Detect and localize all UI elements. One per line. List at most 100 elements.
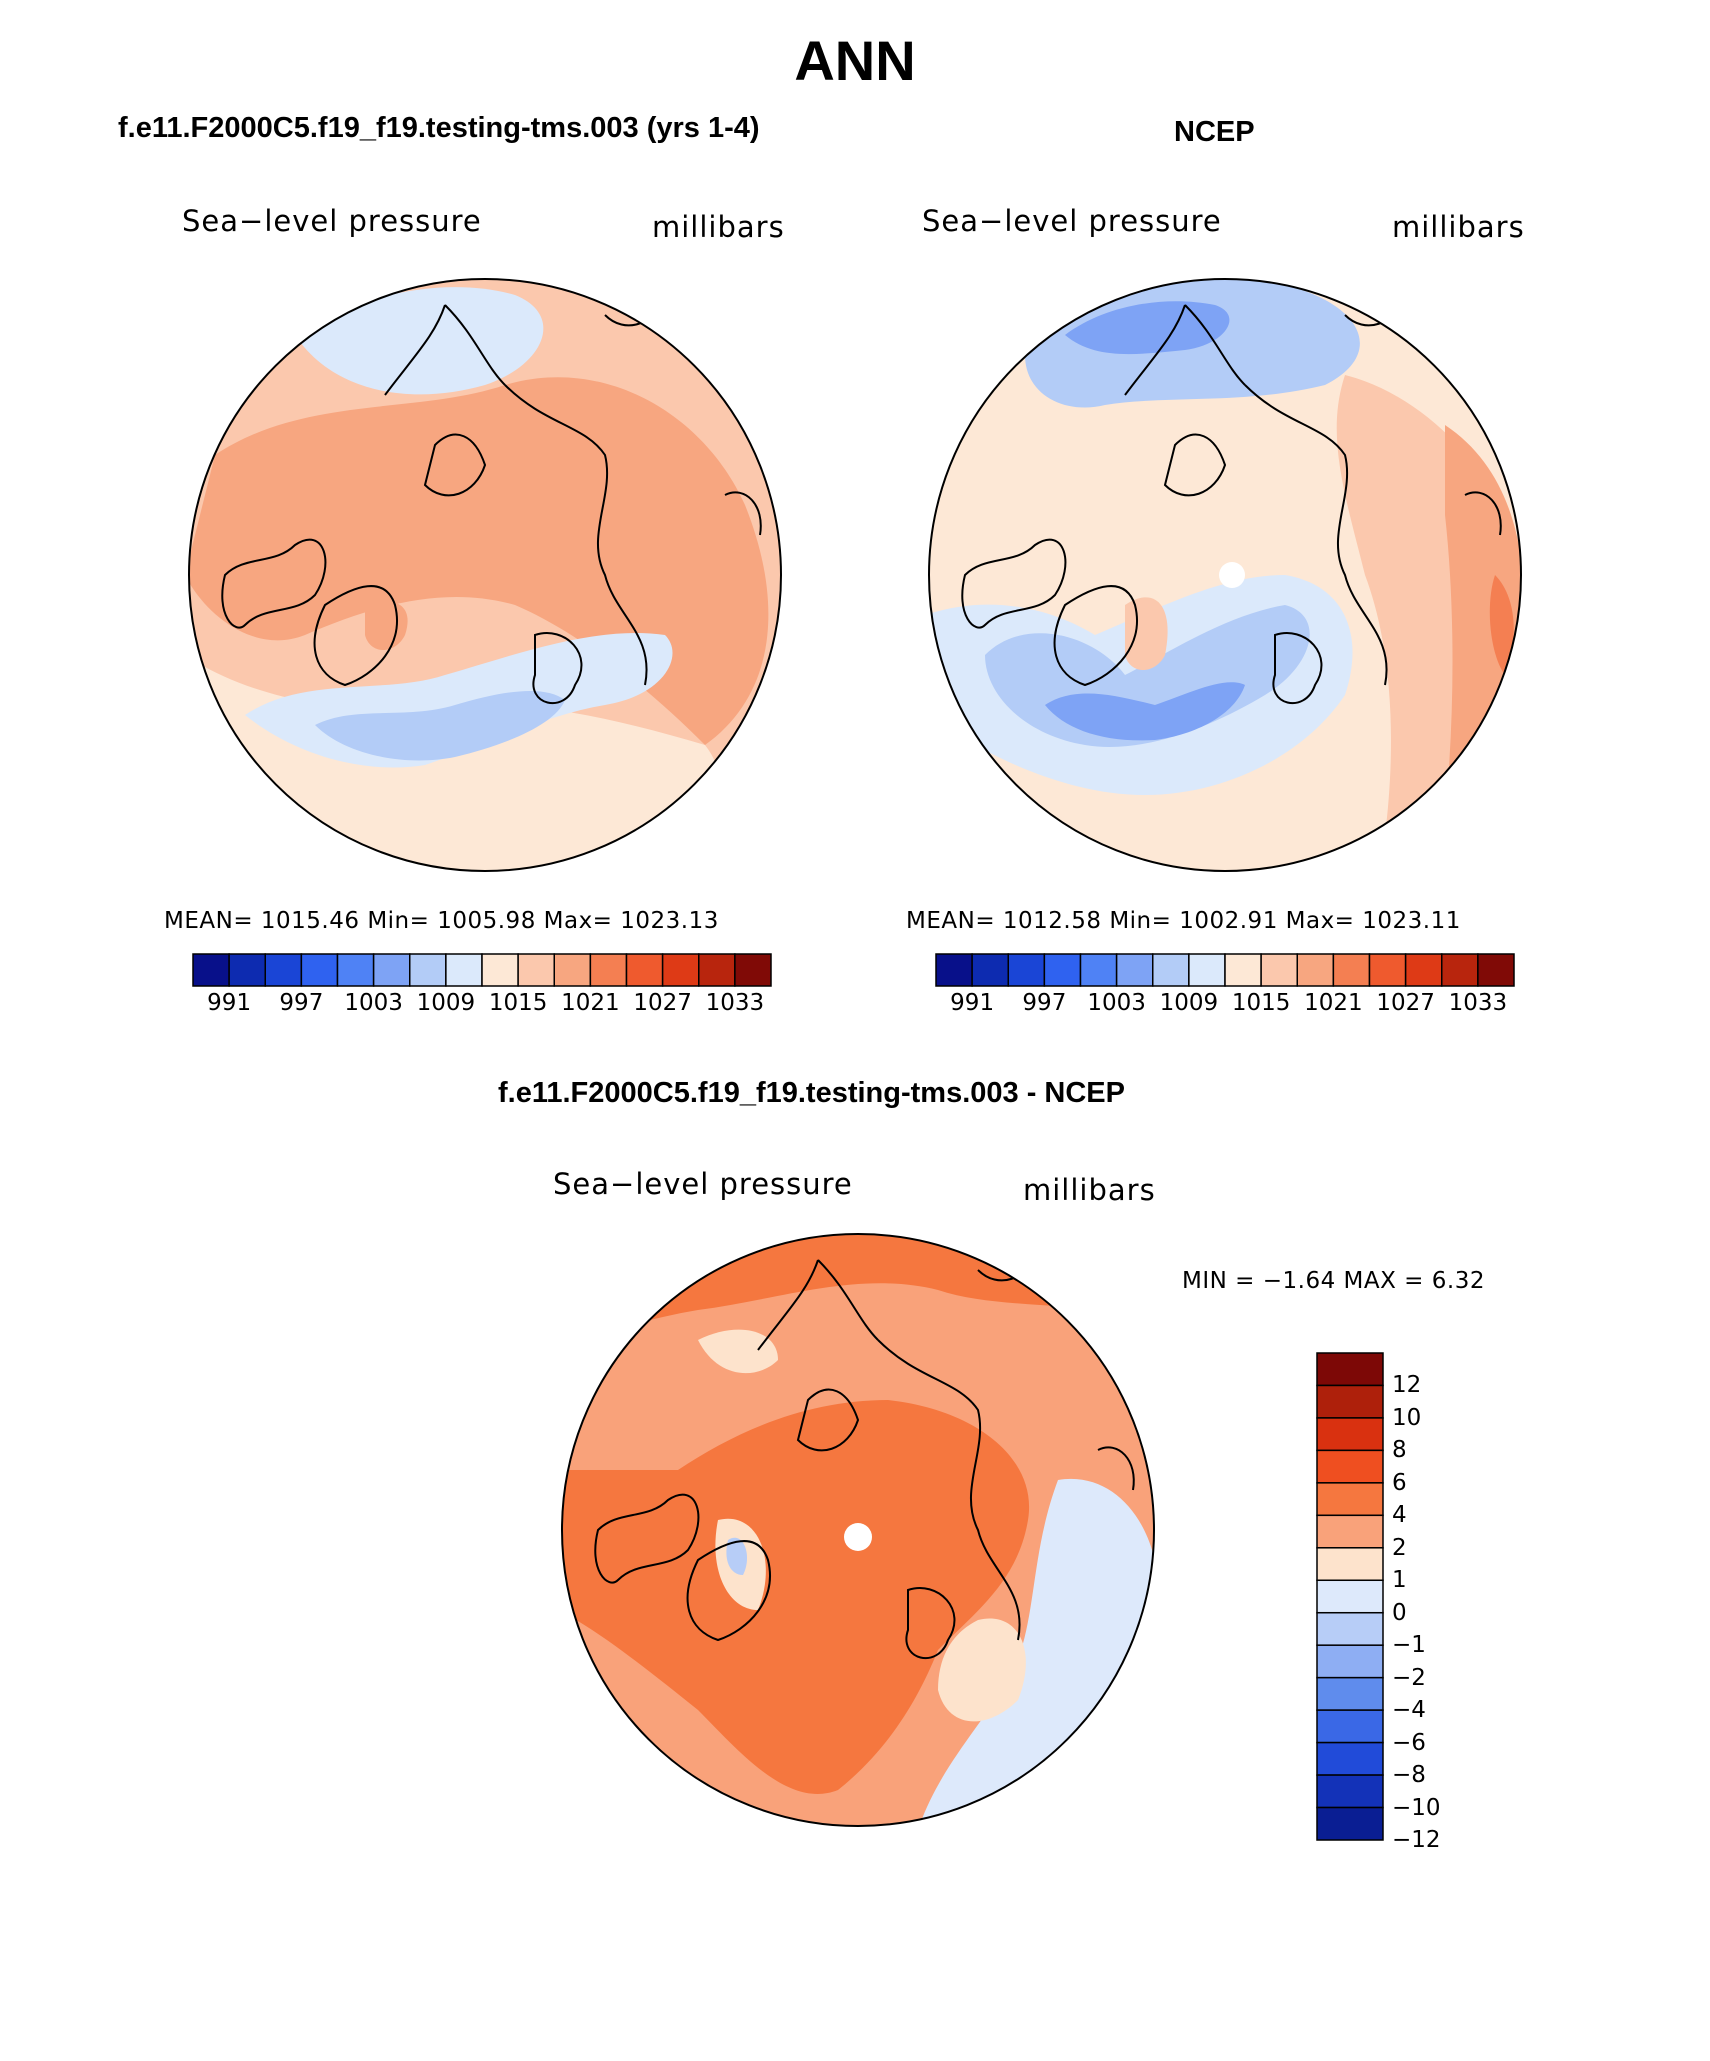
colorbar-tick-label: 12 bbox=[1392, 1372, 1422, 1399]
obs-east-high bbox=[1445, 425, 1521, 815]
colorbar-swatch bbox=[264, 953, 303, 987]
diff-north-moderate bbox=[698, 1329, 778, 1374]
colorbar-swatch bbox=[1043, 953, 1082, 987]
colorbar-tick-label: 10 bbox=[1392, 1404, 1422, 1431]
colorbar-swatch bbox=[1316, 1384, 1384, 1419]
diff-center-high bbox=[562, 1400, 1030, 1794]
obs-south-lowest bbox=[1045, 682, 1245, 741]
colorbar-swatch bbox=[1115, 953, 1154, 987]
obs-polar-map bbox=[928, 278, 1522, 872]
colorbar-swatch bbox=[553, 953, 592, 987]
colorbar-tick-label: −8 bbox=[1392, 1762, 1426, 1789]
colorbar-swatch bbox=[1316, 1741, 1384, 1776]
obs-coastlines bbox=[961, 279, 1502, 704]
colorbar-swatch bbox=[1224, 953, 1262, 987]
diff-east-small bbox=[938, 1618, 1026, 1722]
colorbar-swatch bbox=[698, 953, 736, 987]
obs-peak-high bbox=[1489, 575, 1514, 675]
colorbar-tick-label: 1003 bbox=[1087, 990, 1146, 1016]
model-colorbar bbox=[192, 953, 772, 987]
colorbar-swatch bbox=[517, 953, 555, 987]
model-lowest-region bbox=[315, 690, 565, 761]
diff-polar-map bbox=[561, 1233, 1155, 1827]
obs-variable-label: Sea−level pressure bbox=[922, 204, 1222, 238]
colorbar-tick-label: 991 bbox=[207, 990, 252, 1016]
obs-stats: MEAN= 1012.58 Min= 1002.91 Max= 1023.11 bbox=[906, 908, 1461, 934]
colorbar-tick-label: 991 bbox=[950, 990, 995, 1016]
colorbar-swatch bbox=[1316, 1676, 1384, 1711]
colorbar-tick-label: 1 bbox=[1392, 1567, 1407, 1594]
diff-greenland-low bbox=[726, 1537, 748, 1575]
colorbar-swatch bbox=[1079, 953, 1118, 987]
colorbar-swatch bbox=[1316, 1579, 1384, 1614]
obs-units-label: millibars bbox=[1392, 210, 1525, 244]
colorbar-swatch bbox=[1316, 1417, 1384, 1452]
colorbar-swatch bbox=[1316, 1644, 1384, 1679]
colorbar-swatch bbox=[1316, 1449, 1384, 1484]
colorbar-swatch bbox=[409, 953, 447, 987]
colorbar-swatch bbox=[1316, 1482, 1384, 1517]
colorbar-tick-label: 6 bbox=[1392, 1469, 1407, 1496]
colorbar-tick-label: 1033 bbox=[705, 990, 765, 1016]
obs-pole-marker bbox=[1219, 562, 1245, 588]
colorbar-swatch bbox=[1296, 953, 1335, 987]
colorbar-tick-label: 1003 bbox=[344, 990, 403, 1016]
colorbar-swatch bbox=[445, 953, 483, 987]
colorbar-swatch bbox=[1477, 953, 1515, 987]
obs-greenland-high bbox=[1125, 597, 1168, 670]
colorbar-swatch bbox=[1368, 953, 1407, 987]
colorbar-tick-label: −1 bbox=[1392, 1632, 1426, 1659]
colorbar-swatch bbox=[734, 953, 772, 987]
obs-north-lowest bbox=[1065, 301, 1230, 355]
colorbar-swatch bbox=[372, 953, 411, 987]
diff-pole-marker bbox=[844, 1523, 872, 1551]
colorbar-swatch bbox=[661, 953, 700, 987]
colorbar-tick-label: 1033 bbox=[1448, 990, 1508, 1016]
colorbar-swatch bbox=[1316, 1611, 1384, 1646]
colorbar-tick-label: 0 bbox=[1392, 1599, 1407, 1626]
colorbar-tick-label: 1027 bbox=[633, 990, 692, 1016]
colorbar-tick-label: 1009 bbox=[1159, 990, 1219, 1016]
diff-colorbar bbox=[1316, 1352, 1384, 1841]
colorbar-swatch bbox=[1316, 1709, 1384, 1744]
colorbar-tick-label: 2 bbox=[1392, 1534, 1407, 1561]
colorbar-tick-label: −2 bbox=[1392, 1664, 1426, 1691]
diff-units-label: millibars bbox=[1023, 1173, 1156, 1207]
colorbar-swatch bbox=[1316, 1774, 1384, 1809]
colorbar-swatch bbox=[1188, 953, 1226, 987]
colorbar-tick-label: 1009 bbox=[416, 990, 476, 1016]
colorbar-tick-label: 1015 bbox=[488, 990, 548, 1016]
colorbar-tick-label: −4 bbox=[1392, 1697, 1426, 1724]
colorbar-swatch bbox=[1316, 1806, 1384, 1841]
colorbar-swatch bbox=[336, 953, 375, 987]
colorbar-tick-label: 1021 bbox=[1304, 990, 1363, 1016]
colorbar-swatch bbox=[1332, 953, 1371, 987]
colorbar-tick-label: 1021 bbox=[561, 990, 620, 1016]
model-units-label: millibars bbox=[652, 210, 785, 244]
diff-stats: MIN = −1.64 MAX = 6.32 bbox=[1182, 1268, 1485, 1294]
colorbar-swatch bbox=[300, 953, 339, 987]
colorbar-swatch bbox=[935, 953, 973, 987]
colorbar-tick-label: 4 bbox=[1392, 1502, 1407, 1529]
colorbar-tick-label: −12 bbox=[1392, 1827, 1441, 1853]
colorbar-swatch bbox=[1152, 953, 1190, 987]
colorbar-swatch bbox=[971, 953, 1009, 987]
colorbar-swatch bbox=[481, 953, 519, 987]
model-variable-label: Sea−level pressure bbox=[182, 204, 482, 238]
obs-panel-title: NCEP bbox=[1174, 116, 1255, 148]
model-polar-map bbox=[188, 278, 782, 872]
colorbar-swatch bbox=[1404, 953, 1443, 987]
diff-panel-title: f.e11.F2000C5.f19_f19.testing-tms.003 - … bbox=[498, 1077, 1125, 1109]
colorbar-tick-label: −10 bbox=[1392, 1794, 1441, 1821]
model-panel-title: f.e11.F2000C5.f19_f19.testing-tms.003 (y… bbox=[118, 112, 760, 144]
colorbar-tick-label: 997 bbox=[279, 990, 324, 1016]
colorbar-swatch bbox=[1316, 1352, 1384, 1387]
diff-variable-label: Sea−level pressure bbox=[553, 1167, 853, 1201]
colorbar-swatch bbox=[1316, 1547, 1384, 1582]
colorbar-tick-label: −6 bbox=[1392, 1729, 1426, 1756]
colorbar-swatch bbox=[589, 953, 628, 987]
colorbar-swatch bbox=[192, 953, 230, 987]
colorbar-swatch bbox=[1007, 953, 1046, 987]
colorbar-tick-label: 997 bbox=[1022, 990, 1067, 1016]
colorbar-swatch bbox=[1316, 1514, 1384, 1549]
